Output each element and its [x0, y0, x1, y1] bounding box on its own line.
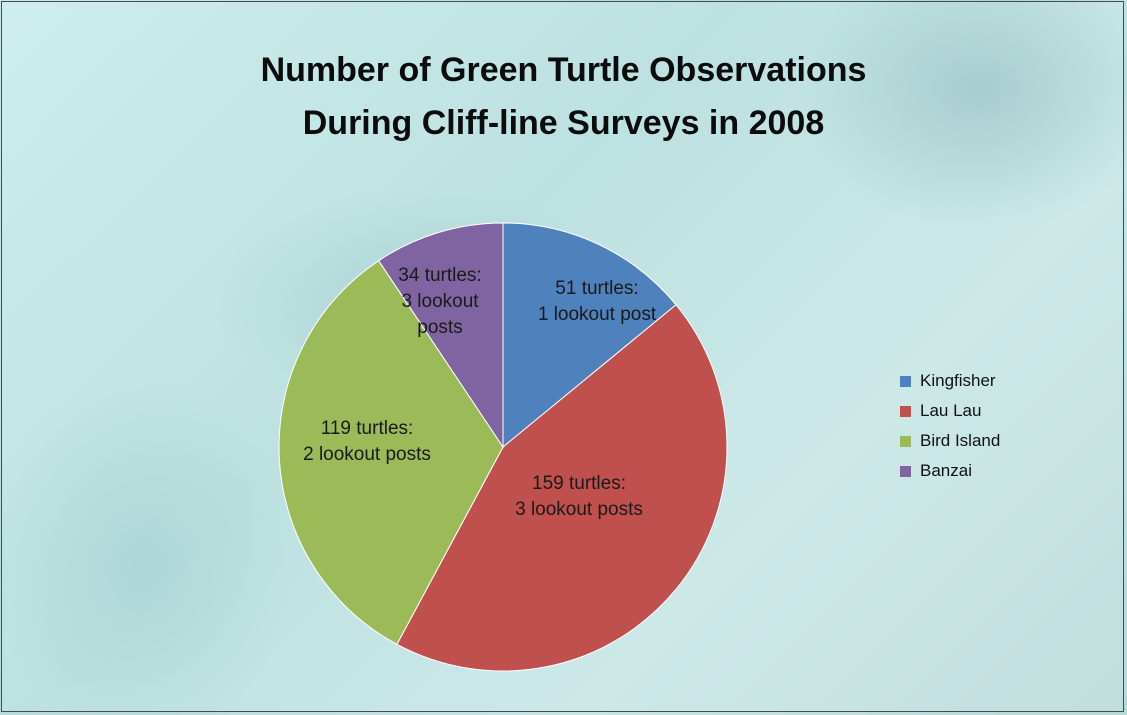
data-label-lau-lau: 159 turtles: 3 lookout posts [515, 473, 643, 520]
data-label-banzai-line: 3 lookout [401, 291, 479, 312]
data-label-lau-lau-line: 3 lookout posts [515, 499, 643, 520]
pie-slice-bird-island [278, 259, 504, 645]
data-label-banzai: 34 turtles: 3 lookout posts [398, 265, 481, 338]
legend-swatch-lau-lau [900, 405, 911, 417]
legend-label-lau-lau: Lau Lau [920, 401, 982, 420]
legend-item-kingfisher: Kingfisher [900, 366, 1000, 396]
legend-label-bird-island: Bird Island [920, 431, 1001, 450]
data-label-kingfisher: 51 turtles: 1 lookout post [538, 278, 657, 325]
legend-swatch-banzai [900, 465, 911, 477]
chart-title-line-1: Number of Green Turtle Observations [260, 51, 867, 89]
data-label-bird-island: 119 turtles: 2 lookout posts [303, 418, 431, 465]
legend-item-bird-island: Bird Island [900, 426, 1000, 456]
legend-label-kingfisher: Kingfisher [920, 371, 996, 390]
legend-swatch-kingfisher [900, 375, 911, 387]
data-label-bird-island-line: 2 lookout posts [303, 444, 431, 465]
legend-item-lau-lau: Lau Lau [900, 396, 1000, 426]
chart-title: Number of Green Turtle Observations Duri… [0, 44, 1127, 150]
legend-item-banzai: Banzai [900, 456, 1000, 486]
legend-label-banzai: Banzai [920, 461, 972, 480]
data-label-kingfisher-line: 1 lookout post [538, 304, 657, 325]
data-label-bird-island-line: 119 turtles: [321, 418, 414, 439]
data-label-banzai-line: posts [417, 317, 462, 338]
data-label-kingfisher-line: 51 turtles: [555, 278, 638, 299]
pie-slice-kingfisher [502, 222, 677, 449]
pie-slice-lau-lau [396, 304, 728, 672]
pie-slice-banzai [377, 222, 504, 449]
legend-swatch-bird-island [900, 435, 911, 447]
data-label-banzai-line: 34 turtles: [398, 265, 481, 286]
chart-legend: Kingfisher Lau Lau Bird Island Banzai [900, 366, 1000, 486]
chart-title-line-2: During Cliff-line Surveys in 2008 [302, 104, 825, 142]
data-label-lau-lau-line: 159 turtles: [532, 473, 626, 494]
